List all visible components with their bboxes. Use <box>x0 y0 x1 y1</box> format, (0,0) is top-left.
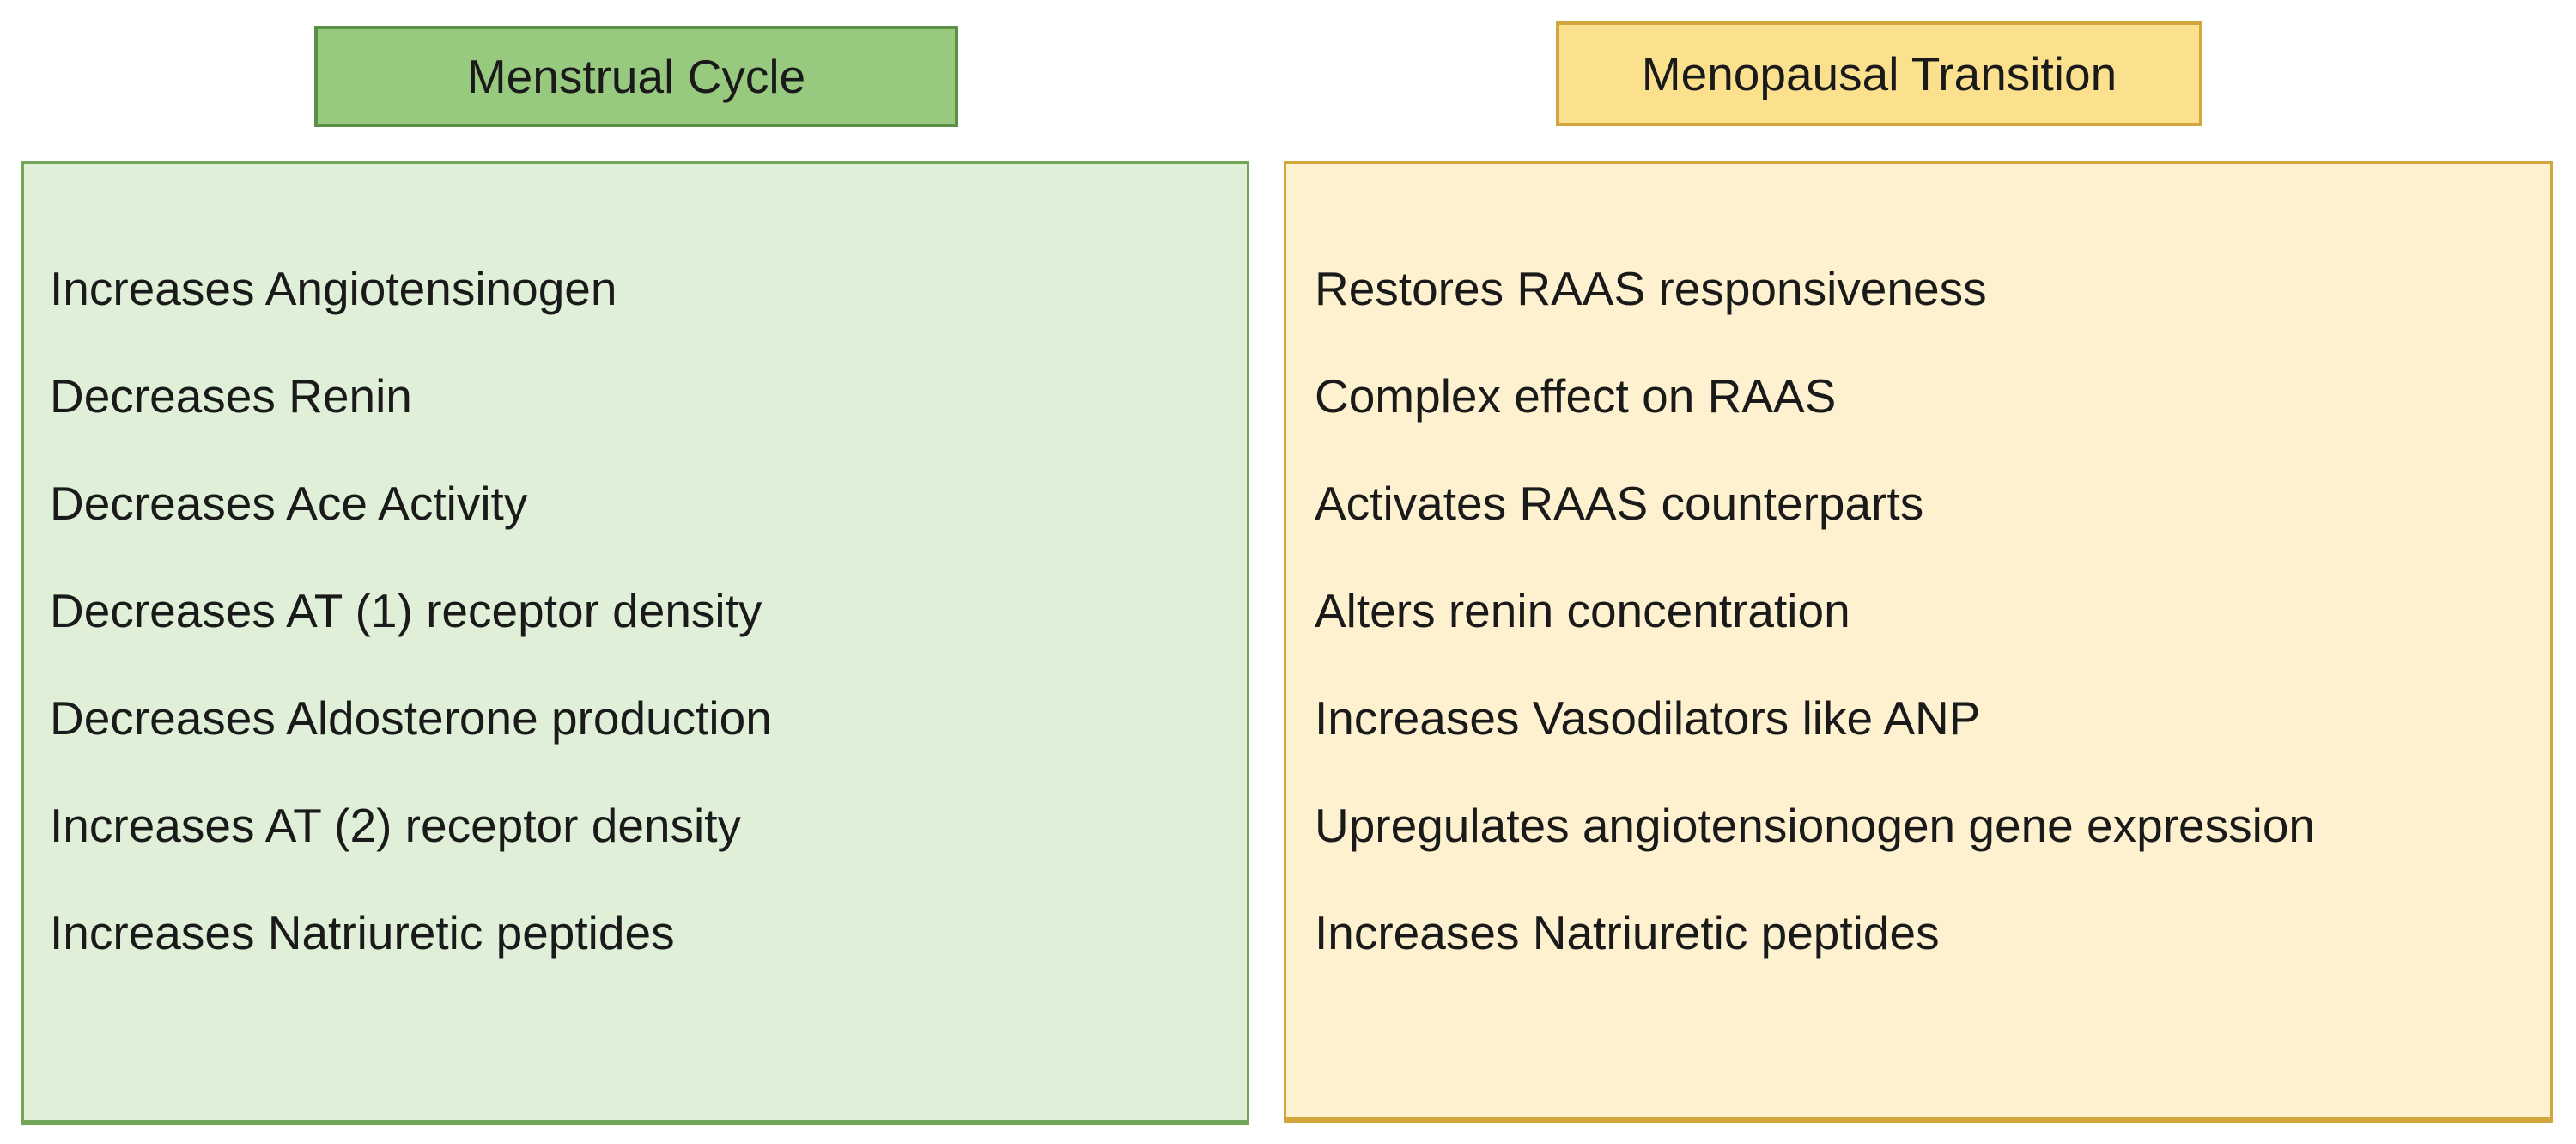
left-panel-title: Menstrual Cycle <box>466 50 806 103</box>
list-item: Increases Natriuretic peptides <box>50 905 675 959</box>
list-item: Decreases Ace Activity <box>50 476 528 530</box>
left-panel-body: Increases Angiotensinogen Decreases Reni… <box>21 161 1249 1125</box>
list-item: Restores RAAS responsiveness <box>1315 261 1987 315</box>
list-item: Decreases Aldosterone production <box>50 691 772 745</box>
list-item: Complex effect on RAAS <box>1315 368 1837 423</box>
list-item: Activates RAAS counterparts <box>1315 476 1924 530</box>
list-item: Decreases Renin <box>50 368 412 423</box>
list-item: Increases Natriuretic peptides <box>1315 905 1940 959</box>
list-item: Upregulates angiotensionogen gene expres… <box>1315 798 2316 852</box>
right-panel-title: Menopausal Transition <box>1641 47 2117 100</box>
list-item: Decreases AT (1) receptor density <box>50 583 762 637</box>
right-panel-body: Restores RAAS responsiveness Complex eff… <box>1284 161 2553 1123</box>
left-panel-header: Menstrual Cycle <box>314 26 958 127</box>
list-item: Increases Vasodilators like ANP <box>1315 691 1981 745</box>
list-item: Increases Angiotensinogen <box>50 261 617 315</box>
list-item: Increases AT (2) receptor density <box>50 798 741 852</box>
list-item: Alters renin concentration <box>1315 583 1850 637</box>
right-panel-header: Menopausal Transition <box>1556 21 2202 126</box>
